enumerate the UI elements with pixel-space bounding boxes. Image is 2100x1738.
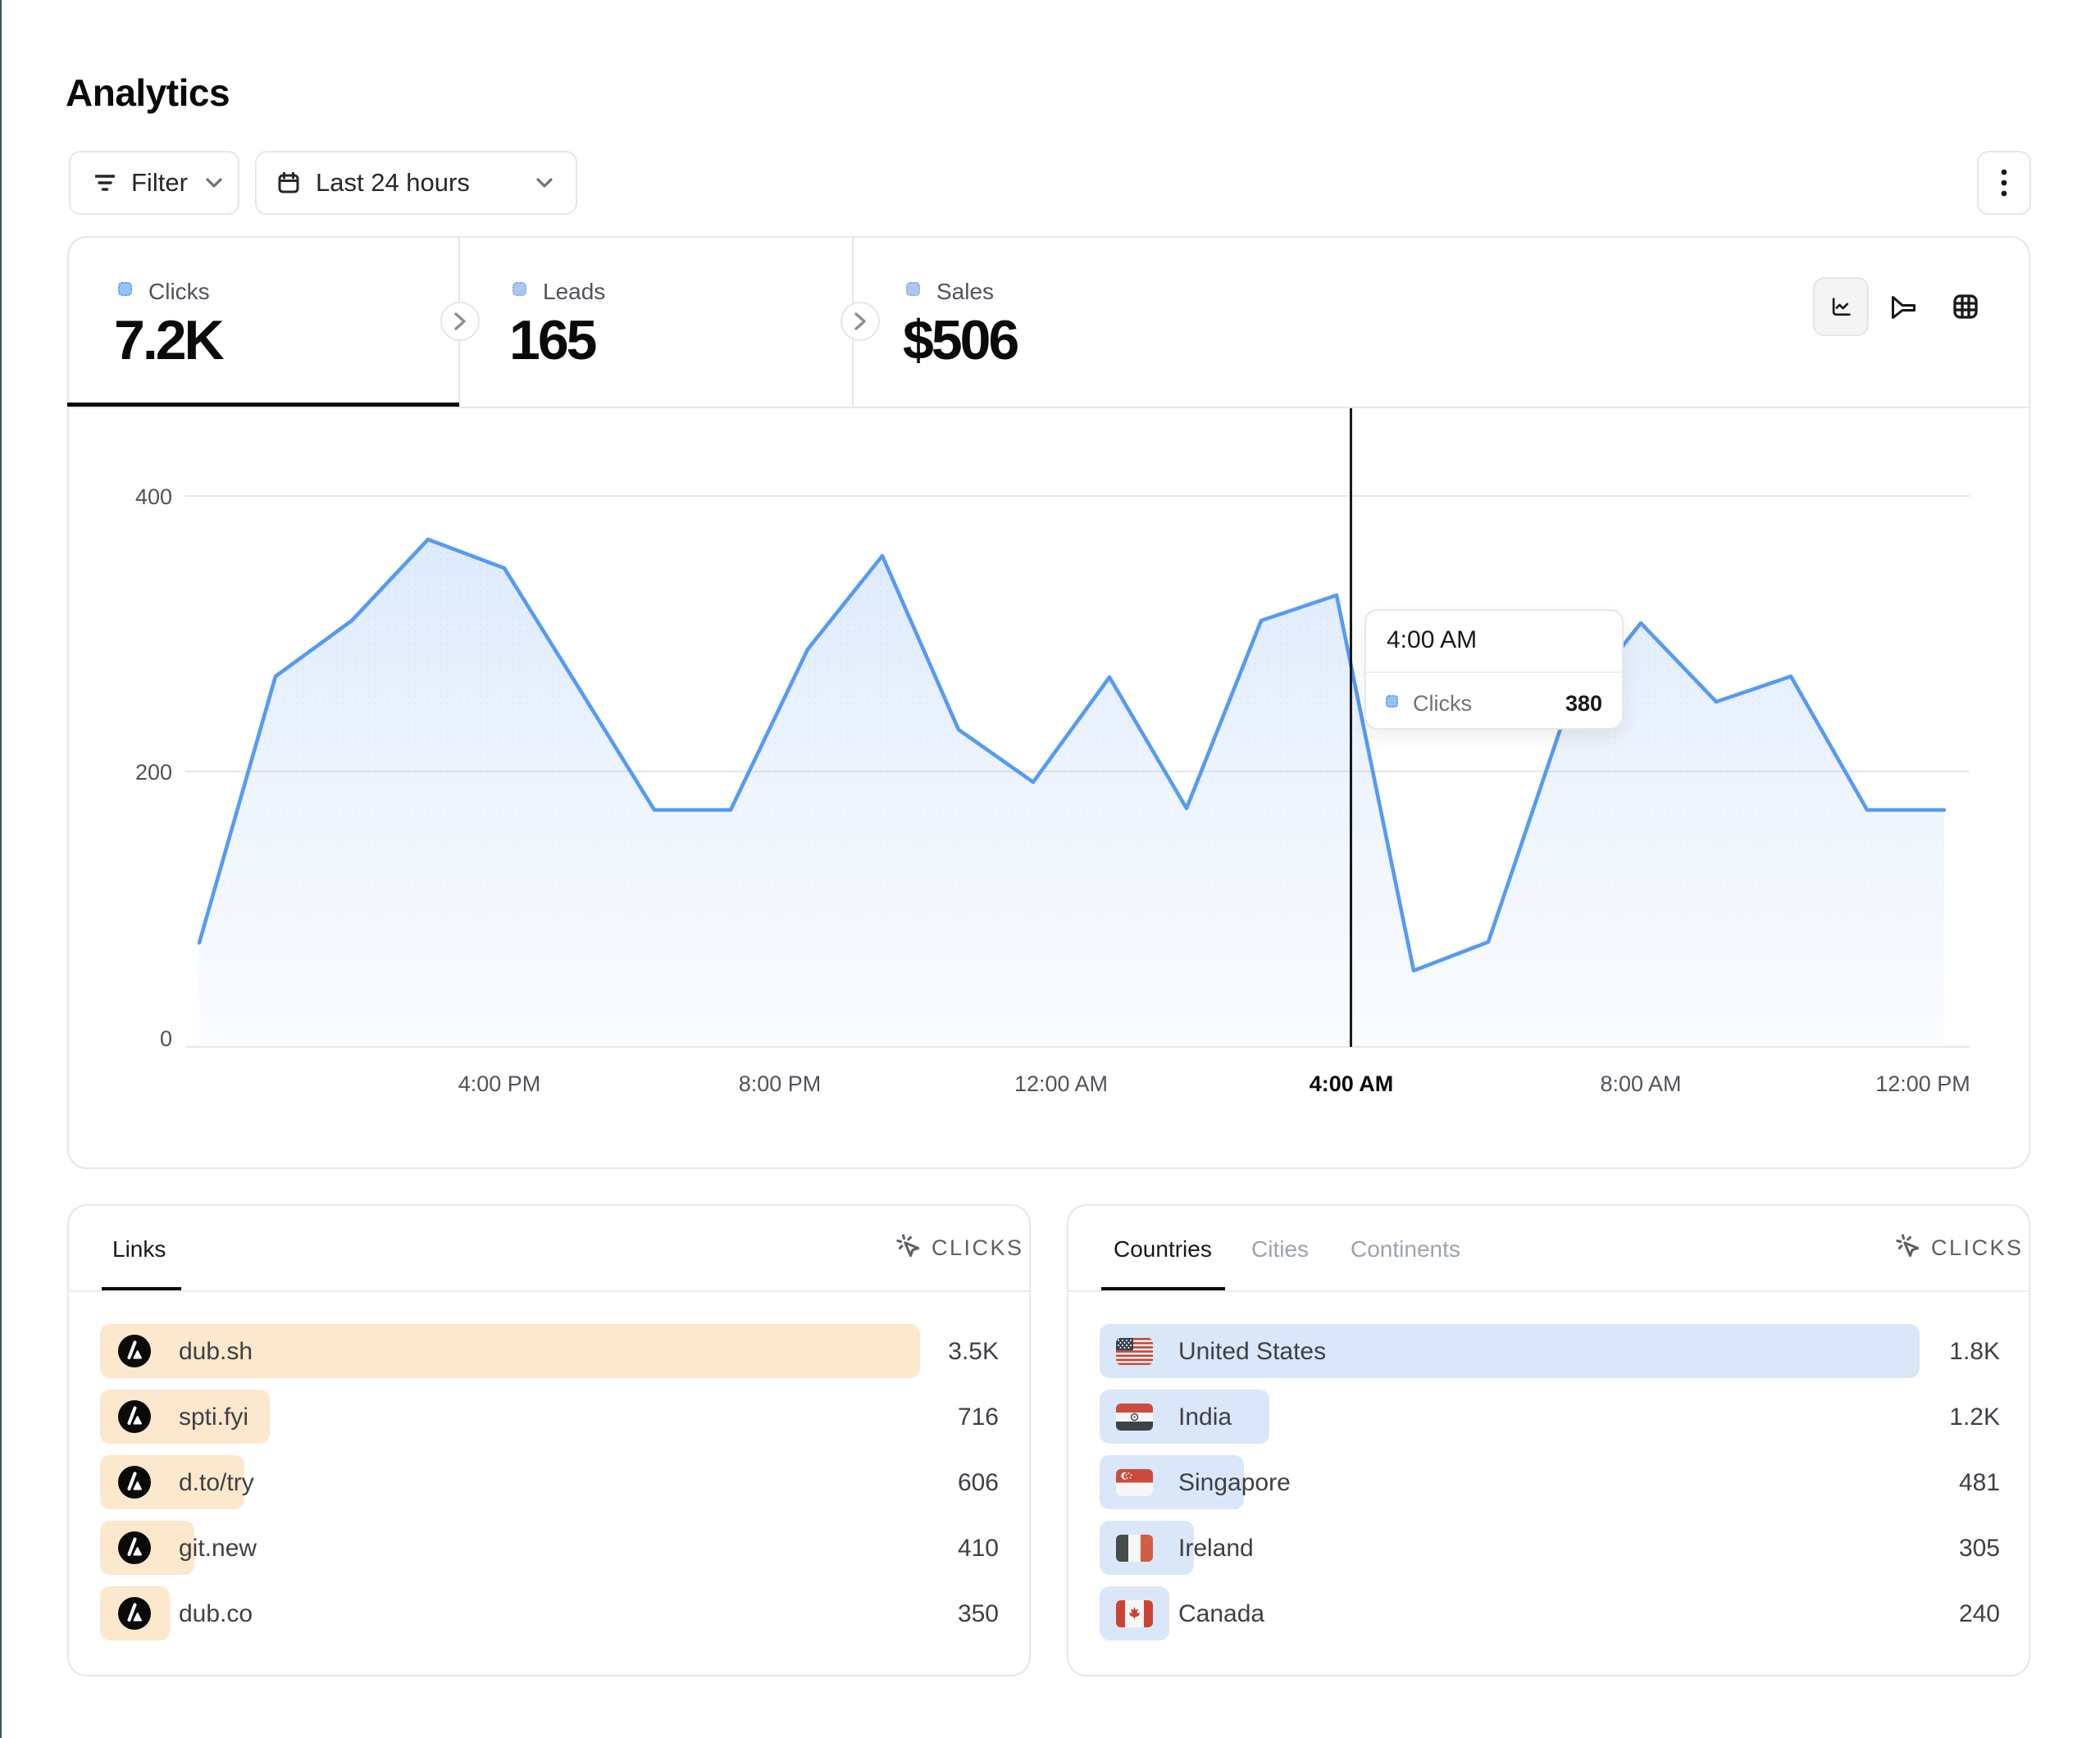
svg-text:8:00 AM: 8:00 AM xyxy=(1600,1071,1681,1096)
svg-text:8:00 PM: 8:00 PM xyxy=(739,1071,822,1096)
svg-text:0: 0 xyxy=(160,1026,172,1051)
svg-text:400: 400 xyxy=(135,485,172,509)
svg-text:12:00 PM: 12:00 PM xyxy=(1875,1071,1970,1096)
svg-text:4:00 AM: 4:00 AM xyxy=(1310,1071,1394,1096)
svg-text:4:00 PM: 4:00 PM xyxy=(458,1071,541,1096)
svg-text:12:00 AM: 12:00 AM xyxy=(1014,1071,1108,1096)
svg-text:200: 200 xyxy=(135,760,172,785)
